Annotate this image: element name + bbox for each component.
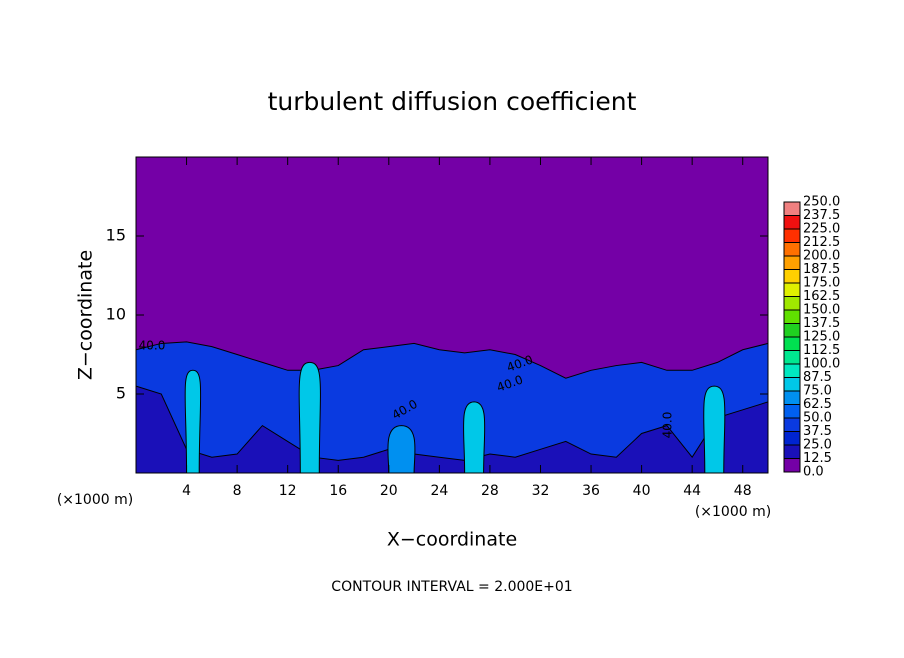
colorbar-label: 87.5 [803, 370, 832, 385]
colorbar-label: 125.0 [803, 330, 840, 345]
colorbar-band [784, 256, 800, 270]
x-axis-label: X−coordinate [387, 529, 517, 551]
colorbar-band [784, 404, 800, 418]
plume [298, 361, 321, 474]
x-tick-label: 36 [582, 483, 600, 499]
colorbar-band [784, 337, 800, 351]
colorbar-label: 250.0 [803, 195, 840, 210]
x-tick-label: 32 [532, 483, 550, 499]
colorbar-band [784, 377, 800, 391]
x-tick-label: 44 [683, 483, 701, 499]
colorbar-band [784, 323, 800, 337]
x-unit-label: (×1000 m) [695, 504, 771, 520]
colorbar-band [784, 242, 800, 256]
colorbar-label: 212.5 [803, 235, 840, 250]
colorbar-label: 0.0 [803, 465, 824, 480]
colorbar-band [784, 283, 800, 297]
x-tick-label: 28 [481, 483, 499, 499]
x-tick-label: 4 [182, 483, 191, 499]
colorbar-band [784, 431, 800, 445]
colorbar-band [784, 418, 800, 432]
colorbar-label: 50.0 [803, 411, 832, 426]
y-tick-label: 15 [106, 226, 126, 245]
colorbar-label: 37.5 [803, 424, 832, 439]
plume [184, 369, 202, 474]
field-layer [135, 341, 769, 474]
plume [703, 385, 726, 474]
x-tick-label: 24 [430, 483, 448, 499]
colorbar-label: 200.0 [803, 249, 840, 264]
colorbar-band [784, 391, 800, 405]
plume [463, 401, 486, 474]
colorbar-label: 62.5 [803, 397, 832, 412]
colorbar-label: 25.0 [803, 438, 832, 453]
colorbar-band [784, 296, 800, 310]
x-tick-label: 8 [233, 483, 242, 499]
colorbar-band [784, 215, 800, 229]
colorbar-label: 75.0 [803, 384, 832, 399]
colorbar-label: 12.5 [803, 451, 832, 466]
colorbar-band [784, 445, 800, 459]
colorbar-band [784, 364, 800, 378]
colorbar-band [784, 202, 800, 216]
x-tick-label: 12 [279, 483, 297, 499]
chart-title: turbulent diffusion coefficient [268, 87, 637, 116]
contour-interval: CONTOUR INTERVAL = 2.000E+01 [331, 579, 572, 595]
x-tick-label: 16 [329, 483, 347, 499]
colorbar-label: 150.0 [803, 303, 840, 318]
field-layer [135, 385, 769, 474]
colorbar-band [784, 310, 800, 324]
colorbar-band [784, 350, 800, 364]
y-axis-label: Z−coordinate [75, 250, 97, 380]
x-tick-label: 20 [380, 483, 398, 499]
y-tick-label: 5 [116, 384, 126, 403]
x-unit-label: (×1000 m) [57, 492, 133, 508]
colorbar-label: 187.5 [803, 262, 840, 277]
y-tick-label: 10 [106, 305, 126, 324]
colorbar-label: 112.5 [803, 343, 840, 358]
contour-label: 40.0 [661, 412, 675, 439]
x-tick-label: 48 [734, 483, 752, 499]
colorbar-band [784, 229, 800, 243]
contour-label: 40.0 [139, 339, 166, 353]
colorbar-band [784, 458, 800, 472]
colorbar-label: 100.0 [803, 357, 840, 372]
colorbar-label: 175.0 [803, 276, 840, 291]
colorbar-label: 237.5 [803, 208, 840, 223]
colorbar-label: 225.0 [803, 222, 840, 237]
plume [387, 425, 416, 474]
colorbar-band [784, 269, 800, 283]
x-tick-label: 40 [633, 483, 651, 499]
colorbar-label: 137.5 [803, 316, 840, 331]
colorbar-label: 162.5 [803, 289, 840, 304]
